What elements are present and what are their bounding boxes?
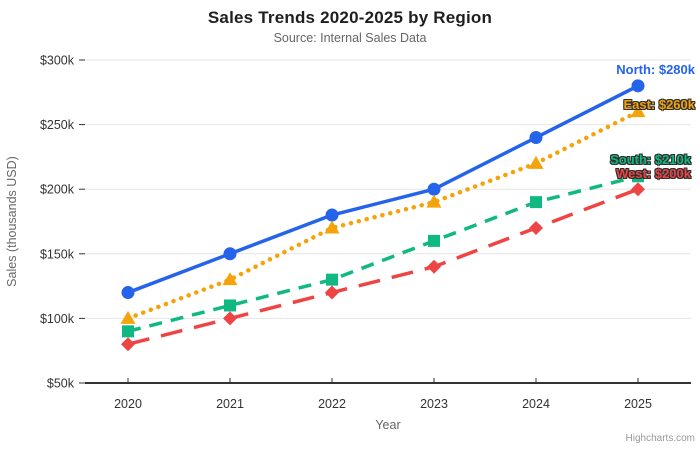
- series-marker-west-diamond[interactable]: [427, 259, 441, 274]
- series-marker-south-square[interactable]: [428, 234, 440, 247]
- y-axis-label: $50k: [47, 377, 75, 391]
- series-line-south[interactable]: [127, 174, 639, 334]
- y-axis-label: $150k: [40, 247, 75, 261]
- highcharts-credit-link[interactable]: Highcharts.com: [625, 433, 695, 444]
- series-marker-north-circle[interactable]: [529, 131, 543, 145]
- series-end-label-south: South: $210k: [610, 152, 691, 167]
- series-marker-south-square[interactable]: [224, 299, 236, 312]
- series-marker-west-diamond[interactable]: [121, 337, 135, 352]
- y-axis-title: Sales (thousands USD): [5, 156, 19, 287]
- x-axis-label: 2025: [624, 397, 652, 411]
- series-marker-east-triangle[interactable]: [528, 155, 544, 169]
- series-line-north[interactable]: [127, 84, 639, 295]
- series-line-west[interactable]: [127, 187, 639, 346]
- chart-title: Sales Trends 2020-2025 by Region: [207, 8, 493, 27]
- series-marker-east-triangle[interactable]: [630, 104, 646, 118]
- series-marker-east-triangle[interactable]: [324, 220, 340, 234]
- series-marker-north-circle[interactable]: [325, 208, 339, 222]
- x-axis-title: Year: [375, 418, 400, 432]
- series-marker-west-diamond[interactable]: [325, 285, 339, 300]
- series-marker-north-circle[interactable]: [223, 247, 237, 261]
- y-axis-label: $300k: [40, 54, 75, 68]
- series-marker-west-diamond[interactable]: [223, 311, 237, 326]
- series-line-east[interactable]: [125, 109, 641, 321]
- y-axis-label: $200k: [40, 183, 75, 197]
- series-marker-north-circle[interactable]: [427, 182, 441, 196]
- series-marker-south-square[interactable]: [326, 273, 338, 286]
- chart-subtitle: Source: Internal Sales Data: [273, 31, 427, 45]
- x-axis-label: 2023: [420, 397, 448, 411]
- series-marker-east-triangle[interactable]: [120, 310, 136, 324]
- series-marker-east-triangle[interactable]: [222, 272, 238, 286]
- x-axis-label: 2022: [318, 397, 346, 411]
- y-axis-label: $100k: [40, 312, 75, 326]
- series-end-label-east: East: $260k: [623, 97, 695, 112]
- series-marker-south-square[interactable]: [530, 196, 542, 209]
- x-axis-label: 2021: [216, 397, 244, 411]
- series-end-label-north: North: $280k: [616, 62, 695, 77]
- series-marker-south-square[interactable]: [632, 170, 644, 183]
- series-end-label-west: West: $200k: [616, 166, 691, 181]
- series-marker-south-square[interactable]: [122, 325, 134, 338]
- series-marker-west-diamond[interactable]: [631, 182, 645, 197]
- series-marker-north-circle[interactable]: [121, 286, 135, 300]
- y-axis-label: $250k: [40, 118, 75, 132]
- x-axis-label: 2020: [114, 397, 142, 411]
- x-axis-label: 2024: [522, 397, 550, 411]
- series-marker-west-diamond[interactable]: [529, 220, 543, 235]
- series-marker-north-circle[interactable]: [631, 79, 645, 93]
- series-marker-east-triangle[interactable]: [426, 194, 442, 208]
